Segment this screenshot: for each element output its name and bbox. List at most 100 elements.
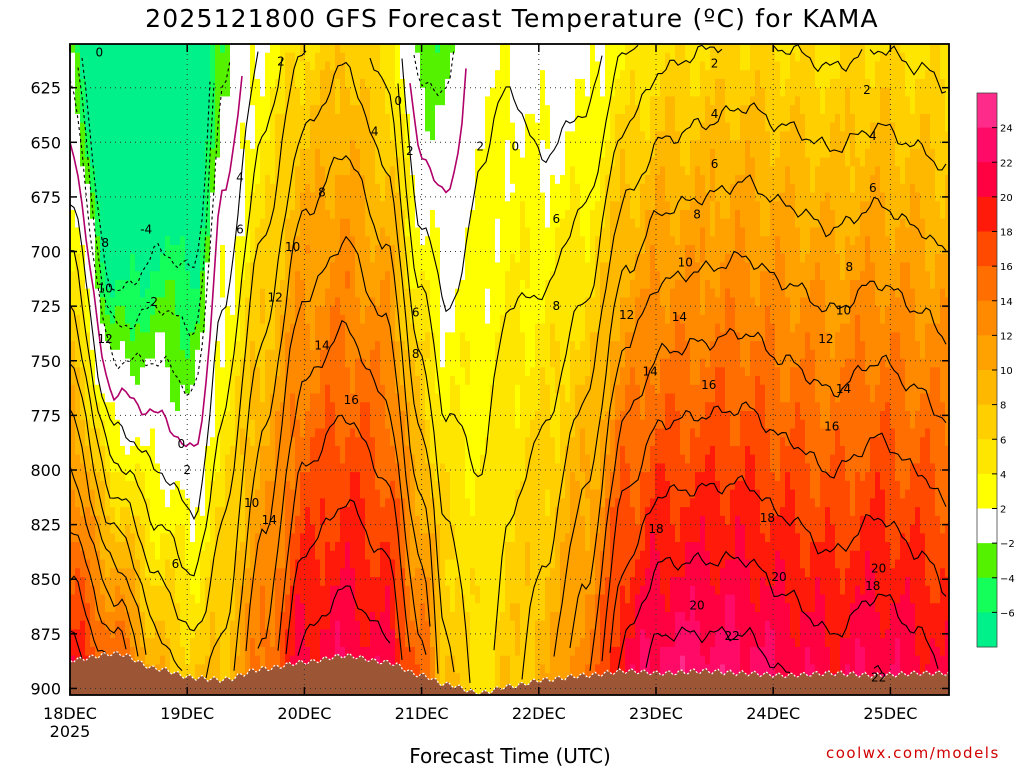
field-cell [360,262,366,272]
field-cell [360,323,366,333]
field-cell [210,419,216,430]
field-cell [195,411,201,421]
field-cell [200,603,206,613]
field-cell [195,542,201,552]
field-cell [310,323,316,333]
field-cell [75,437,81,447]
field-cell [145,183,151,194]
field-cell [375,349,381,360]
field-cell [380,428,386,438]
field-cell [90,52,96,63]
field-cell [370,183,376,194]
field-cell [185,288,191,299]
field-cell [270,113,276,124]
field-cell [370,244,376,255]
field-cell [305,236,311,246]
field-cell [210,166,216,176]
field-cell [105,498,111,508]
field-cell [125,236,131,246]
field-cell [105,524,111,534]
field-cell [390,411,396,421]
field-cell [250,507,256,517]
field-cell [225,577,231,587]
field-cell [85,428,91,438]
field-cell [140,480,146,491]
field-cell [195,78,201,89]
field-cell [140,314,146,325]
field-cell [115,437,121,447]
field-cell [75,393,81,403]
field-cell [330,611,336,622]
field-cell [205,236,211,246]
field-cell [250,210,256,220]
field-cell [245,236,251,246]
field-cell [235,411,241,421]
field-cell [225,297,231,307]
field-cell [105,96,111,106]
field-cell [275,70,281,80]
field-cell [95,489,101,499]
field-cell [275,105,281,115]
field-cell [390,306,396,316]
field-cell [90,314,96,325]
field-cell [335,96,341,106]
field-cell [165,585,171,596]
field-cell [75,183,81,194]
field-cell [360,629,366,639]
field-cell [115,44,121,54]
field-cell [400,271,406,281]
field-cell [225,463,231,473]
field-cell [280,533,286,543]
field-cell [280,44,286,54]
field-cell [330,157,336,167]
field-cell [380,437,386,447]
field-cell [215,271,221,281]
field-cell [190,157,196,167]
field-cell [330,638,336,648]
field-cell [150,629,156,639]
field-cell [330,445,336,456]
field-cell [370,175,376,185]
field-cell [335,113,341,124]
field-cell [100,253,106,264]
field-cell [390,122,396,132]
field-cell [220,533,226,543]
field-cell [135,52,141,63]
field-cell [325,262,331,272]
field-cell [400,288,406,299]
field-cell [355,78,361,89]
field-cell [305,87,311,98]
field-cell [145,341,151,351]
field-cell [80,463,86,473]
field-cell [90,646,96,657]
field-cell [300,419,306,430]
field-cell [195,332,201,342]
field-cell [310,638,316,648]
field-cell [155,542,161,552]
field-cell [365,585,371,596]
field-cell [365,611,371,622]
field-cell [330,437,336,447]
field-cell [320,113,326,124]
field-cell [395,393,401,403]
field-cell [210,463,216,473]
field-cell [380,393,386,403]
field-cell [355,568,361,578]
field-cell [305,498,311,508]
field-cell [90,175,96,185]
field-cell [205,507,211,517]
field-cell [285,472,291,482]
field-cell [110,87,116,98]
field-cell [135,175,141,185]
field-cell [105,384,111,395]
field-cell [80,428,86,438]
field-cell [165,507,171,517]
field-cell [145,480,151,491]
field-cell [290,87,296,98]
field-cell [130,411,136,421]
field-cell [190,603,196,613]
field-cell [400,87,406,98]
field-cell [290,253,296,264]
field-cell [295,201,301,211]
field-cell [350,262,356,272]
